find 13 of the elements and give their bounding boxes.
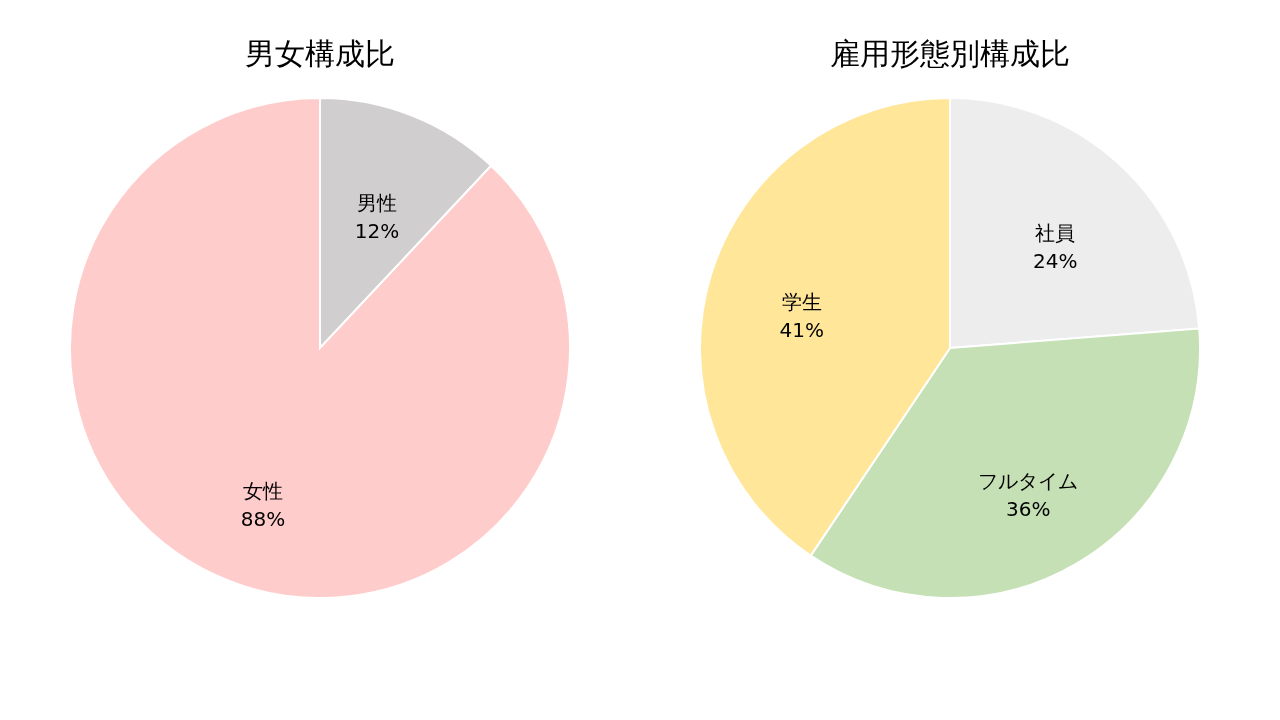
slice-label: 男性 xyxy=(357,190,398,215)
pie-slice xyxy=(69,97,571,599)
chart-title: 男女構成比 xyxy=(245,36,395,71)
slice-label: 社員 xyxy=(1035,221,1076,246)
data-label: 36% xyxy=(1005,496,1051,521)
data-label: 12% xyxy=(354,218,400,243)
data-label: 24% xyxy=(1033,249,1078,274)
chart-title: 雇用形態別構成比 xyxy=(830,36,1070,71)
data-label: 88% xyxy=(240,507,286,532)
slice-label: 学生 xyxy=(781,289,822,314)
slice-label: フルタイム xyxy=(978,468,1079,493)
data-label: 41% xyxy=(779,317,824,342)
slice-label: 女性 xyxy=(242,479,283,504)
